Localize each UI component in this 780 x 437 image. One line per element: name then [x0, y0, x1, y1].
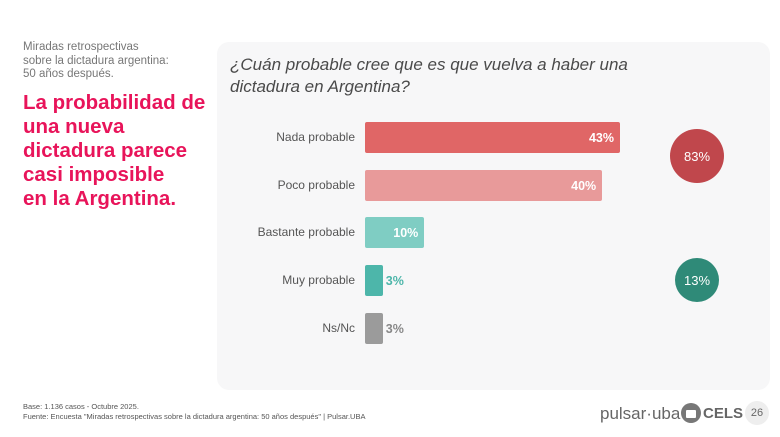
category-label: Bastante probable	[257, 224, 355, 239]
page-number: 26	[745, 401, 769, 425]
value-label: 40%	[571, 178, 597, 193]
value-label: 3%	[385, 273, 404, 288]
report-subtitle: Miradas retrospectivas sobre la dictadur…	[23, 41, 213, 82]
headline-line: una nueva	[23, 115, 125, 138]
value-label: 43%	[588, 130, 614, 145]
category-label: Ns/Nc	[322, 320, 355, 335]
chart-title: ¿Cuán probable cree que es que vuelva a …	[230, 55, 628, 96]
bar	[365, 169, 603, 201]
category-label: Muy probable	[282, 272, 355, 287]
headline-line: dictadura parece	[23, 139, 188, 162]
bar	[365, 312, 383, 344]
headline-line: casi imposible	[23, 163, 165, 186]
category-label: Poco probable	[277, 177, 355, 192]
cels-text: CELS	[703, 404, 744, 422]
category-label: Nada probable	[276, 129, 355, 144]
cels-logo: CELS	[681, 403, 743, 423]
bar	[365, 264, 383, 296]
headline: La probabilidad de una nueva dictadura p…	[23, 91, 223, 211]
footer-notes: Base: 1.136 casos - Octubre 2025. Fuente…	[23, 402, 365, 422]
source-note: Fuente: Encuesta "Miradas retrospectivas…	[23, 412, 366, 421]
subtitle-line: Miradas retrospectivas	[23, 41, 139, 53]
base-note: Base: 1.136 casos - Octubre 2025.	[23, 402, 139, 411]
bar	[365, 216, 425, 248]
cels-emblem-icon	[681, 403, 701, 423]
pulsar-uba-logo: pulsar·uba	[600, 404, 681, 423]
value-label: 10%	[393, 225, 419, 240]
value-label: 3%	[385, 321, 404, 336]
group-total-circle: 13%	[675, 258, 719, 302]
headline-line: en la Argentina.	[23, 187, 177, 210]
subtitle-line: 50 años después.	[23, 68, 114, 80]
bar	[365, 121, 620, 153]
subtitle-line: sobre la dictadura argentina:	[23, 54, 169, 67]
chart-panel	[217, 42, 770, 390]
headline-line: La probabilidad de	[23, 91, 206, 114]
group-total-circle: 83%	[670, 129, 724, 183]
